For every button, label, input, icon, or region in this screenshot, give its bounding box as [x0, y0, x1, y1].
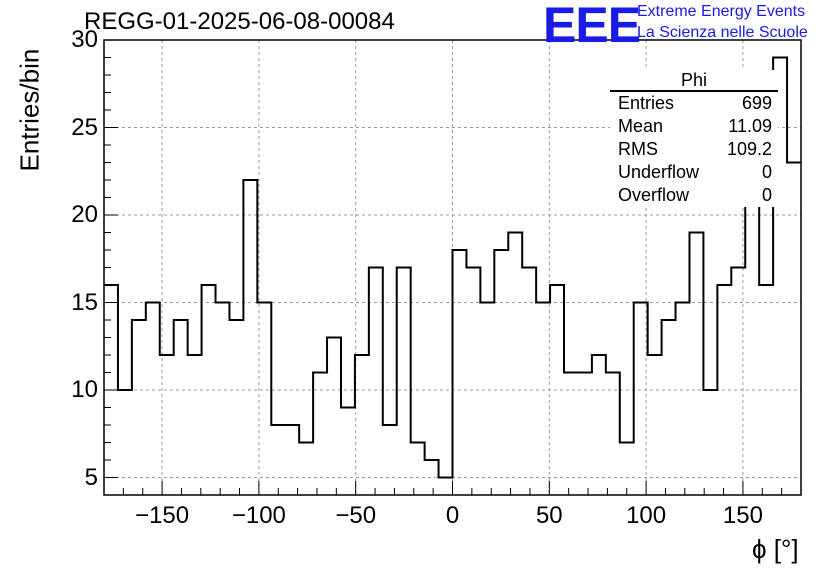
histogram-bin [536, 303, 550, 496]
stats-value: 11.09 [728, 116, 772, 136]
histogram-bin [411, 443, 425, 496]
stats-value: 0 [761, 185, 772, 205]
histogram-bin [522, 268, 536, 496]
histogram-bin [508, 233, 522, 496]
histogram-bin [592, 355, 606, 495]
stats-label: Overflow [618, 185, 690, 205]
histogram-bin [676, 303, 690, 496]
stats-row: Underflow 0 [610, 161, 778, 184]
histogram-bin [118, 390, 132, 495]
histogram-bin [759, 285, 773, 495]
histogram-bin [634, 303, 648, 496]
histogram-bin [271, 425, 285, 495]
x-tick-label: −50 [335, 502, 377, 529]
y-tick-label: 30 [71, 26, 98, 53]
histogram-bin [703, 390, 717, 495]
stats-label: Entries [618, 93, 675, 113]
histogram-bin [466, 268, 480, 496]
histogram-bars [104, 56, 801, 496]
histogram-bin [341, 408, 355, 496]
histogram-bin [299, 443, 313, 496]
histogram-bin [104, 285, 118, 495]
eee-logo: EEE [543, 0, 641, 53]
histogram-bin [397, 268, 411, 496]
stats-rows: Entries 699 Mean 11.09 RMS 109.2 Underflow 0 Ove… [610, 92, 778, 207]
x-tick-label: 50 [535, 502, 563, 529]
histogram-bin [494, 250, 508, 495]
stats-value: 109.2 [726, 139, 772, 159]
histogram-bin [731, 268, 745, 496]
histogram-bin [425, 460, 439, 495]
stats-label: Mean [618, 116, 664, 136]
histogram-bin [369, 268, 383, 496]
x-tick-label: −100 [231, 502, 286, 529]
x-axis-label: ϕ [°] [752, 534, 799, 564]
histogram-bin [480, 303, 494, 496]
histogram-bin [550, 285, 564, 495]
stats-value: 699 [741, 93, 772, 113]
stats-box-title: Phi [610, 70, 778, 92]
x-tick-label: 150 [722, 502, 763, 529]
histogram-bin [132, 320, 146, 495]
x-tick-label: −150 [135, 502, 190, 529]
histogram-bin [188, 355, 202, 495]
histogram-bin [689, 233, 703, 496]
y-tick-label: 10 [71, 376, 98, 403]
logo-line-1: Extreme Energy Events [637, 3, 806, 20]
stats-label: RMS [618, 139, 658, 159]
stats-box: Phi Entries 699 Mean 11.09 RMS 109.2 Underflow… [610, 70, 778, 207]
histogram-bin [174, 320, 188, 495]
histogram-bin [383, 425, 397, 495]
histogram-bin [648, 355, 662, 495]
histogram-bin [327, 338, 341, 496]
y-tick-label: 15 [71, 288, 98, 316]
histogram-bin [355, 355, 369, 495]
histogram-bin [313, 373, 327, 496]
stats-row: Entries 699 [610, 92, 778, 115]
chart-title: REGG-01-2025-06-08-00084 [84, 8, 395, 35]
y-tick-label: 20 [71, 201, 98, 228]
stats-label: Underflow [618, 162, 700, 182]
histogram-bin [564, 373, 578, 496]
histogram-bin [787, 163, 801, 496]
histogram-bin [745, 163, 759, 496]
histogram-bin [662, 320, 676, 495]
histogram-bin [578, 373, 592, 496]
axes-frame [103, 39, 802, 496]
y-axis-label: Entries/bin [14, 48, 45, 172]
stats-row: RMS 109.2 [610, 138, 778, 161]
histogram-bin [146, 303, 160, 496]
histogram-bin [453, 250, 467, 495]
y-tick-label: 25 [71, 113, 98, 141]
y-tick-label: 5 [84, 463, 98, 491]
histogram-bin [202, 285, 216, 495]
histogram-bin [160, 355, 174, 495]
histogram-bin [257, 303, 271, 496]
x-tick-label: 100 [626, 502, 667, 529]
stats-row: Mean 11.09 [610, 115, 778, 138]
x-tick-label: 0 [445, 502, 460, 529]
histogram-bin [285, 425, 299, 495]
histogram-bin [229, 320, 243, 495]
stats-value: 0 [761, 162, 772, 182]
histogram-outline [104, 56, 801, 479]
stats-row: Overflow 0 [610, 184, 778, 207]
histogram-bin [606, 373, 620, 496]
histogram-bin [216, 303, 230, 496]
histogram-bin [620, 443, 634, 496]
logo-line-2: La Scienza nelle Scuole [637, 24, 808, 41]
histogram-bin [243, 180, 257, 495]
histogram-bin [439, 478, 453, 496]
histogram-bin [717, 285, 731, 495]
